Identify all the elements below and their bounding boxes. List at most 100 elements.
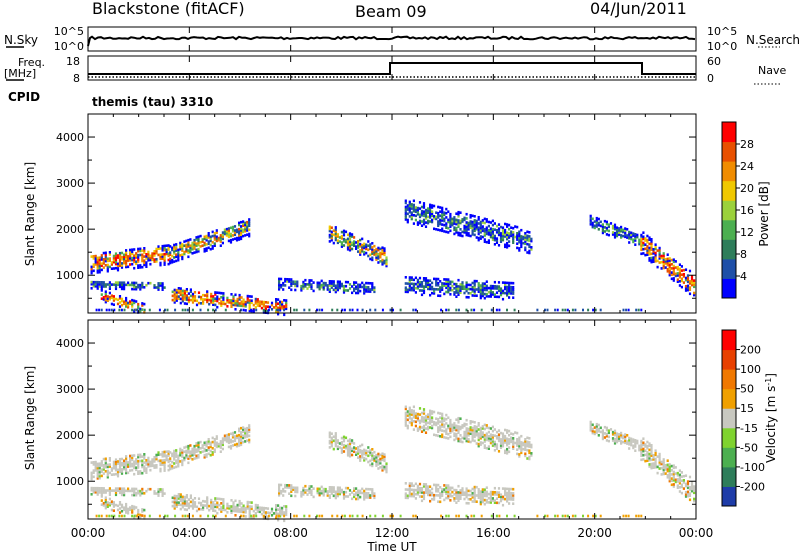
power-cell [336, 280, 339, 283]
power-cell [106, 267, 109, 271]
power-cell [189, 298, 192, 302]
velocity-cell [120, 509, 124, 513]
velocity-cell [118, 489, 122, 492]
velocity-cell [404, 422, 407, 425]
power-cell [155, 251, 158, 255]
power-cell [690, 281, 694, 285]
velocity-cell [203, 453, 206, 457]
velocity-cell [506, 487, 509, 491]
power-cell [98, 264, 101, 268]
velocity-cell [114, 462, 118, 466]
velocity-cell [236, 503, 239, 507]
velocity-cell [120, 468, 124, 471]
power-cell [465, 212, 468, 216]
velocity-cell [179, 493, 182, 496]
power-cell [118, 256, 122, 259]
velocity-cell [508, 498, 511, 501]
power-cell [512, 231, 515, 234]
velocity-cell [377, 452, 380, 456]
velocity-cell [518, 436, 521, 440]
power-cell [225, 227, 228, 231]
power-cell [544, 308, 546, 312]
velocity-cell [465, 495, 468, 499]
power-cell [114, 260, 118, 264]
velocity-cell [591, 429, 594, 433]
power-cell [171, 298, 174, 302]
power-cell [104, 300, 107, 304]
power-cell [141, 255, 144, 259]
velocity-cell [92, 491, 95, 494]
power-cell [153, 250, 156, 253]
velocity-cell [244, 427, 247, 431]
velocity-cell [120, 503, 124, 507]
velocity-cell [491, 440, 494, 443]
power-cell [385, 264, 388, 268]
power-cell [467, 225, 470, 229]
power-cell [453, 293, 456, 296]
nsky-tick-low: 10^0 [54, 40, 84, 53]
velocity-cell [410, 413, 413, 416]
velocity-cell [177, 495, 180, 498]
power-cell [141, 304, 144, 307]
velocity-cell [544, 514, 546, 518]
velocity-cell [435, 485, 438, 489]
power-cell [348, 240, 352, 244]
power-cell [429, 205, 432, 209]
power-cell [159, 253, 162, 256]
velocity-cell [493, 449, 496, 452]
velocity-cell [640, 452, 643, 455]
power-cell [250, 308, 253, 312]
power-cell [457, 223, 460, 226]
power-cell [510, 290, 513, 293]
velocity-cell [100, 474, 103, 478]
velocity-cell [336, 514, 339, 518]
velocity-cell [90, 477, 93, 481]
velocity-cell [159, 461, 162, 465]
velocity-cell [357, 495, 360, 499]
power-cell [479, 294, 482, 298]
power-cell [137, 249, 140, 253]
power-cell [131, 283, 134, 287]
power-cell [457, 231, 460, 235]
velocity-cell [504, 441, 507, 444]
power-cell [526, 236, 529, 240]
power-cell [646, 245, 649, 248]
power-cell [163, 263, 166, 266]
power-cell [680, 279, 683, 283]
power-cell [183, 291, 186, 295]
velocity-cell [481, 425, 484, 428]
power-cell [229, 238, 233, 242]
velocity-cell [587, 514, 590, 518]
velocity-cell [171, 496, 174, 500]
power-cell [344, 289, 348, 292]
power-cell [510, 288, 513, 291]
power-cell [607, 223, 610, 226]
velocity-cell [481, 441, 484, 445]
velocity-cell [495, 430, 499, 434]
power-cell [473, 292, 476, 295]
power-cell [258, 304, 261, 308]
velocity-cell [342, 435, 346, 439]
velocity-cell [173, 456, 176, 459]
power-cell [92, 265, 95, 268]
power-cell [127, 283, 130, 287]
velocity-cell [135, 466, 138, 469]
power-cell [242, 222, 245, 225]
velocity-cell [475, 485, 478, 489]
velocity-cell [408, 494, 411, 498]
velocity-cell [139, 513, 142, 517]
velocity-cell [477, 494, 480, 497]
power-cell [171, 258, 174, 262]
power-cell [116, 264, 120, 268]
velocity-cell [485, 426, 488, 429]
power-cell [185, 296, 188, 299]
power-cell [493, 238, 496, 242]
power-cell [591, 225, 594, 229]
power-cell [268, 305, 272, 309]
velocity-cell [108, 489, 111, 492]
power-cell [367, 244, 370, 247]
velocity-cell [668, 475, 671, 479]
velocity-cell [210, 505, 213, 508]
power-cell [221, 235, 224, 239]
power-cell [481, 227, 484, 230]
